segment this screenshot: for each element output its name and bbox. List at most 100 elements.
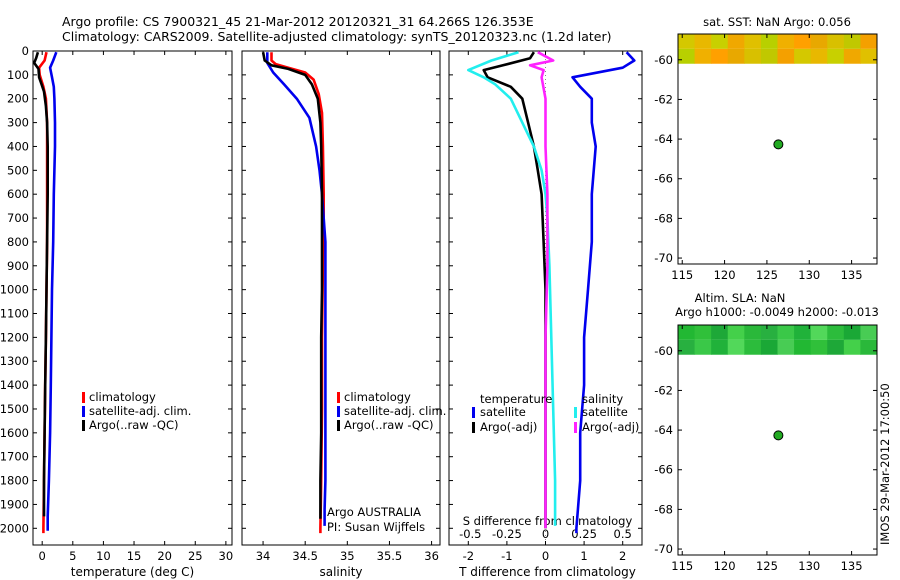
s-tick-label: -0.25 xyxy=(492,527,522,541)
map-cell xyxy=(694,339,712,355)
x-tick-label: 20 xyxy=(157,549,172,563)
legend-swatch xyxy=(574,407,577,418)
map-cell xyxy=(727,34,745,49)
difference-line-cyan xyxy=(466,50,557,526)
argo-pi: PI: Susan Wijffels xyxy=(327,520,425,534)
map-cell xyxy=(711,339,729,355)
map-cell xyxy=(843,48,861,64)
temperature-panel xyxy=(32,50,233,546)
depth-tick-label: 1400 xyxy=(0,378,29,392)
map-cell xyxy=(678,34,696,49)
map-cell xyxy=(843,339,861,355)
map-cell xyxy=(711,325,729,340)
x-tick-label: 35.5 xyxy=(377,549,403,563)
map-cell xyxy=(794,339,812,355)
s-tick-label: 0.5 xyxy=(614,527,632,541)
difference-line-magenta xyxy=(528,51,555,529)
map-cell xyxy=(711,34,729,49)
depth-tick-label: 100 xyxy=(7,68,29,82)
x-tick-label: 10 xyxy=(96,549,111,563)
map-cell xyxy=(744,34,762,49)
salinity-line-blue xyxy=(265,52,327,526)
x-tick-label: 125 xyxy=(756,268,778,282)
legend-swatch xyxy=(337,392,340,403)
map-cell xyxy=(810,34,828,49)
climatology-title: Climatology: CARS2009. Satellite-adjuste… xyxy=(62,29,612,44)
depth-tick-label: 1000 xyxy=(0,283,29,297)
map-cell xyxy=(760,339,778,355)
x-tick-label: 0 xyxy=(542,549,549,563)
x-tick-label: 34 xyxy=(256,549,271,563)
legend-label: satellite-adj. clim. xyxy=(89,404,191,418)
x-tick-label: 34.5 xyxy=(292,549,318,563)
x-tick-label: 0 xyxy=(39,549,46,563)
depth-tick-label: 1800 xyxy=(0,474,29,488)
sst_map-panel xyxy=(677,33,878,265)
depth-tick-label: 0 xyxy=(22,44,29,58)
argo-location-marker xyxy=(773,139,784,150)
x-tick-label: 30 xyxy=(219,549,234,563)
legend-swatch xyxy=(82,392,85,403)
legend-label: Argo(..raw -QC) xyxy=(344,418,434,432)
sla-map-subtitle: Argo h1000: -0.0049 h2000: -0.013 xyxy=(675,305,879,319)
map-cell xyxy=(843,325,861,340)
map-cell xyxy=(810,48,828,64)
map-cell xyxy=(860,34,878,49)
map-cell xyxy=(744,48,762,64)
depth-tick-label: 600 xyxy=(7,187,29,201)
legend-swatch xyxy=(82,420,85,431)
x-tick-label: 120 xyxy=(714,268,736,282)
map-cell xyxy=(794,48,812,64)
argo-location-marker xyxy=(773,430,784,441)
depth-tick-label: 1200 xyxy=(0,330,29,344)
legend-label: Argo(..raw -QC) xyxy=(89,418,179,432)
salinity-line-black xyxy=(261,51,324,519)
x-tick-label: 36 xyxy=(424,549,439,563)
legend-label: satellite xyxy=(582,405,628,419)
difference-xlabel: T difference from climatology xyxy=(458,565,636,579)
depth-tick-label: 1100 xyxy=(0,307,29,321)
depth-tick-label: 1300 xyxy=(0,354,29,368)
sla-map-title: Altim. SLA: NaN xyxy=(695,291,786,305)
map-cell xyxy=(760,325,778,340)
depth-tick-label: 400 xyxy=(7,139,29,153)
legend-label: Argo(-adj) xyxy=(480,420,537,434)
sst-map-title: sat. SST: NaN Argo: 0.056 xyxy=(703,15,851,29)
map-cell xyxy=(760,48,778,64)
x-tick-label: 2 xyxy=(619,549,626,563)
map-cell xyxy=(678,48,696,64)
map-cell xyxy=(860,339,878,355)
legend-swatch xyxy=(574,422,577,433)
depth-tick-label: 300 xyxy=(7,116,29,130)
x-tick-label: 35 xyxy=(340,549,355,563)
x-tick-label: 115 xyxy=(671,268,693,282)
x-tick-label: 125 xyxy=(756,559,778,573)
x-tick-label: 25 xyxy=(188,549,203,563)
map-cell xyxy=(744,339,762,355)
lat-tick-label: -66 xyxy=(654,463,673,477)
map-cell xyxy=(711,48,729,64)
map-cell xyxy=(678,339,696,355)
map-cell xyxy=(694,325,712,340)
x-tick-label: -2 xyxy=(463,549,474,563)
map-cell xyxy=(760,34,778,49)
x-tick-label: 130 xyxy=(798,268,820,282)
x-tick-label: 15 xyxy=(127,549,142,563)
temperature-xlabel: temperature (deg C) xyxy=(71,565,194,579)
map-cell xyxy=(727,325,745,340)
legend-swatch xyxy=(337,406,340,417)
x-tick-label: 115 xyxy=(671,559,693,573)
lat-tick-label: -64 xyxy=(654,132,673,146)
x-tick-label: 135 xyxy=(841,268,863,282)
map-cell xyxy=(810,339,828,355)
legend-label: Argo(-adj) xyxy=(582,420,639,434)
legend-label: satellite-adj. clim. xyxy=(344,404,446,418)
x-tick-label: 5 xyxy=(69,549,76,563)
s-diff-label: S difference from climatology xyxy=(463,514,633,528)
map-cell xyxy=(727,48,745,64)
x-tick-label: 130 xyxy=(798,559,820,573)
depth-tick-label: 800 xyxy=(7,235,29,249)
salinity-xlabel: salinity xyxy=(319,565,362,579)
legend-label: satellite xyxy=(480,405,526,419)
map-cell xyxy=(860,325,878,340)
